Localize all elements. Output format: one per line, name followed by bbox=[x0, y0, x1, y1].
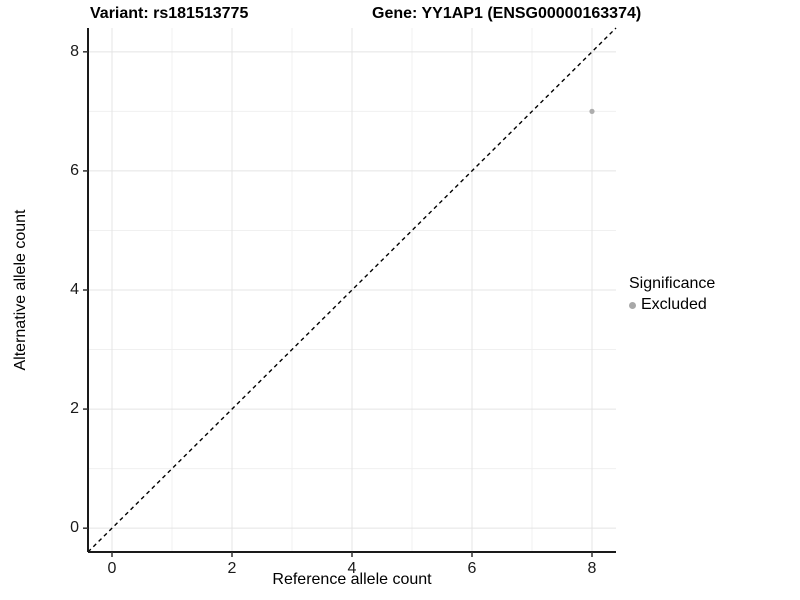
x-tick-label: 0 bbox=[107, 560, 117, 577]
legend-item-excluded: Excluded bbox=[629, 295, 715, 315]
legend-item-label: Excluded bbox=[641, 296, 707, 313]
y-tick-label: 2 bbox=[70, 400, 79, 418]
x-axis-title: Reference allele count bbox=[272, 571, 432, 588]
y-tick-label: 0 bbox=[70, 519, 79, 537]
x-tick-label: 4 bbox=[347, 560, 357, 577]
x-tick-label: 6 bbox=[467, 560, 477, 577]
legend-title: Significance bbox=[629, 275, 716, 292]
legend-point-swatch bbox=[629, 301, 636, 309]
y-tick-label: 6 bbox=[70, 161, 79, 179]
identity-line bbox=[87, 27, 617, 553]
plot-title-gene: Gene: YY1AP1 (ENSG00000163374) bbox=[372, 5, 642, 22]
y-tick-label: 8 bbox=[70, 42, 79, 60]
x-tick-label: 2 bbox=[227, 560, 237, 577]
data-point bbox=[589, 108, 595, 114]
x-tick-label: 8 bbox=[587, 560, 597, 577]
y-axis-title: Alternative allele count bbox=[12, 209, 29, 371]
legend: Significance Excluded bbox=[629, 274, 715, 315]
plot-title-variant: Variant: rs181513775 bbox=[90, 5, 249, 22]
y-tick-label: 4 bbox=[70, 281, 79, 298]
